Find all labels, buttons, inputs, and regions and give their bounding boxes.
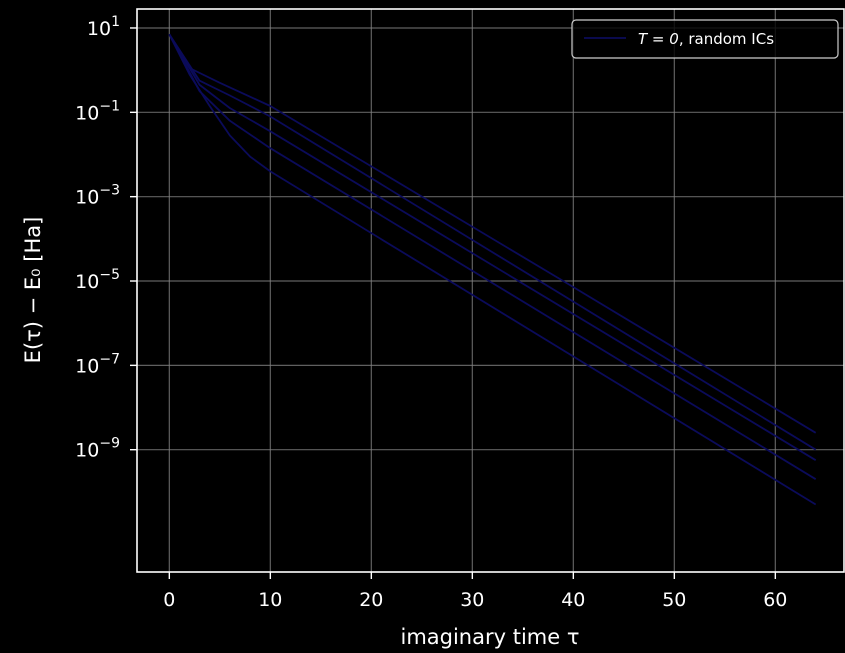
legend-box [571, 19, 839, 59]
x-tick-label: 50 [662, 589, 686, 611]
axes-frame [136, 8, 845, 573]
series-line-5 [168, 33, 817, 506]
x-tick-label: 30 [460, 589, 484, 611]
y-axis-label: E(τ) − E₀ [Ha] [21, 217, 45, 364]
x-tick-label: 40 [561, 589, 585, 611]
series-line-2 [168, 33, 817, 451]
legend-label-symbol: T = 0 [638, 30, 679, 48]
x-tick-label: 0 [163, 589, 175, 611]
series-line-4 [168, 33, 817, 480]
ticks: 0 10 20 30 40 50 60 101 10−1 10−3 10−5 10−7 10−9 [75, 14, 787, 611]
y-tick-label: 10−7 [75, 351, 120, 377]
series-lines [168, 33, 817, 506]
x-tick-label: 20 [359, 589, 383, 611]
series-line-3 [168, 33, 817, 461]
y-tick-label: 10−5 [75, 267, 120, 293]
y-tick-label: 101 [87, 14, 120, 40]
y-tick-label: 10−9 [75, 436, 120, 462]
legend: T = 0, random ICs [571, 19, 839, 59]
x-axis-label: imaginary time τ [400, 625, 579, 649]
x-tick-label: 10 [258, 589, 282, 611]
legend-label: T = 0, random ICs [638, 30, 774, 48]
legend-label-rest: , random ICs [679, 30, 774, 48]
x-tick-label: 60 [763, 589, 787, 611]
y-tick-label: 10−3 [75, 183, 120, 209]
y-tick-label: 10−1 [75, 98, 120, 124]
